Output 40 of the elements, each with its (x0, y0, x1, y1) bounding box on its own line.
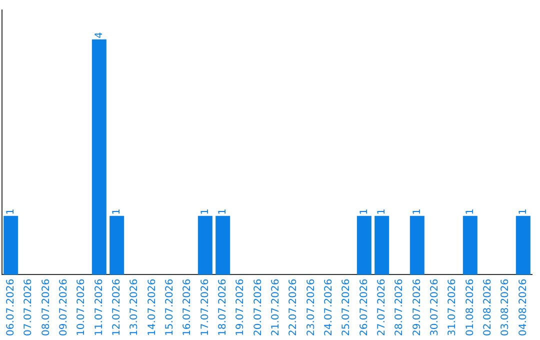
x-tick-label: 28.07.2026 (394, 278, 406, 336)
x-tick-label: 18.07.2026 (217, 278, 228, 336)
data-label: 1 (5, 208, 16, 215)
x-tick-label: 21.07.2026 (270, 278, 282, 336)
x-tick-label: 16.07.2026 (182, 278, 194, 336)
x-tick-label: 10.07.2026 (76, 278, 88, 336)
data-label: 1 (358, 208, 370, 215)
x-tick-label: 31.07.2026 (447, 278, 458, 336)
data-label: 1 (376, 208, 388, 215)
x-tick-label: 07.07.2026 (23, 278, 34, 336)
data-label: 1 (111, 208, 122, 215)
x-tick-label: 27.07.2026 (376, 278, 388, 336)
x-tick-label: 03.08.2026 (500, 278, 512, 336)
x-tick-label: 09.07.2026 (58, 278, 70, 336)
data-label: 1 (518, 208, 529, 215)
data-label: 1 (217, 208, 228, 215)
x-tick-label: 29.07.2026 (412, 278, 423, 336)
x-tick-label: 06.07.2026 (5, 278, 16, 336)
x-tick-label: 08.07.2026 (40, 278, 52, 336)
x-tick-label: 13.07.2026 (129, 278, 140, 336)
x-tick-label: 01.08.2026 (464, 278, 476, 336)
x-tick-label: 24.07.2026 (323, 278, 334, 336)
x-tick-label: 02.08.2026 (482, 278, 494, 336)
data-label: 1 (412, 208, 423, 215)
x-tick-label: 25.07.2026 (341, 278, 352, 336)
x-tick-label: 15.07.2026 (164, 278, 176, 336)
x-tick-label: 30.07.2026 (429, 278, 440, 336)
x-tick-label: 26.07.2026 (358, 278, 370, 336)
data-label: 4 (94, 32, 105, 38)
x-tick-label: 20.07.2026 (252, 278, 264, 336)
x-tick-label: 17.07.2026 (200, 278, 211, 336)
data-label: 1 (464, 208, 476, 215)
x-tick-label: 19.07.2026 (235, 278, 246, 336)
x-tick-label: 14.07.2026 (146, 278, 158, 336)
x-tick-label: 12.07.2026 (111, 278, 122, 336)
x-tick-label: 04.08.2026 (518, 278, 529, 336)
data-label: 1 (200, 208, 211, 215)
x-tick-label: 23.07.2026 (306, 278, 317, 336)
x-tick-label: 22.07.2026 (288, 278, 300, 336)
x-tick-label: 11.07.2026 (94, 278, 105, 336)
